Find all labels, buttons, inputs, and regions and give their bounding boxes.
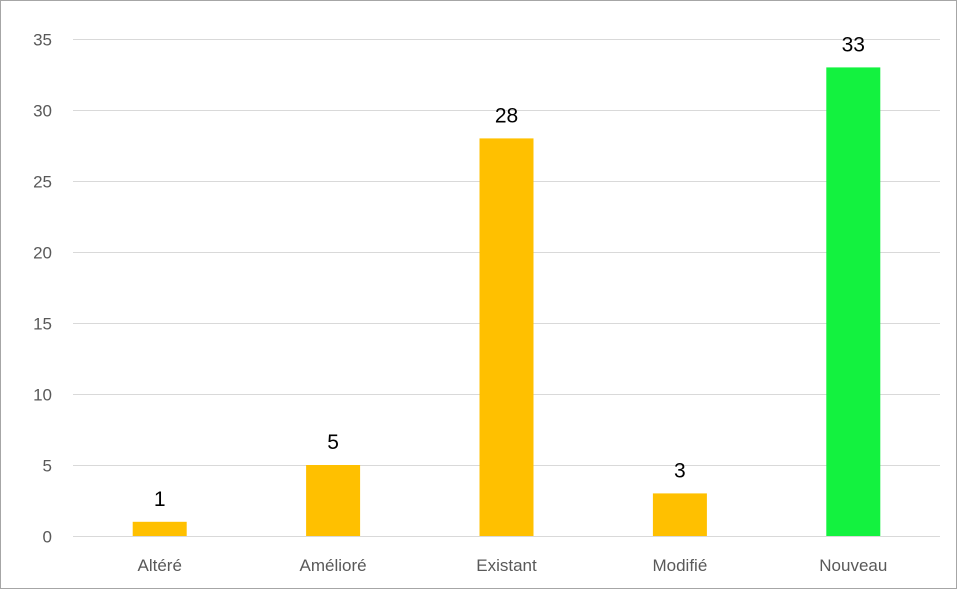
y-tick-label: 30	[33, 102, 52, 121]
bar-existant	[479, 138, 534, 536]
x-tick-label: Amélioré	[300, 556, 367, 575]
data-label: 1	[154, 488, 166, 511]
bar-nouveau	[826, 67, 881, 537]
y-tick-label: 25	[33, 173, 52, 192]
y-tick-label: 10	[33, 386, 52, 405]
bar-modifié	[652, 493, 707, 536]
x-axis-ticks: Altéré Amélioré Existant Modifié Nouveau	[137, 556, 887, 575]
y-tick-label: 35	[33, 31, 52, 50]
y-axis-ticks: 0 5 10 15 20 25 30 35	[33, 31, 52, 547]
data-label: 3	[674, 459, 686, 482]
bar-altéré	[132, 521, 187, 536]
y-tick-label: 15	[33, 315, 52, 334]
x-tick-label: Nouveau	[819, 556, 887, 575]
y-tick-label: 20	[33, 244, 52, 263]
x-tick-label: Altéré	[137, 556, 181, 575]
bar-amélioré	[306, 465, 361, 536]
y-tick-label: 0	[43, 528, 52, 547]
data-label: 5	[327, 431, 339, 454]
data-label: 33	[842, 33, 865, 56]
x-tick-label: Modifié	[652, 556, 707, 575]
bars	[132, 67, 881, 537]
y-tick-label: 5	[43, 457, 52, 476]
x-tick-label: Existant	[476, 556, 537, 575]
data-label: 28	[495, 104, 518, 127]
